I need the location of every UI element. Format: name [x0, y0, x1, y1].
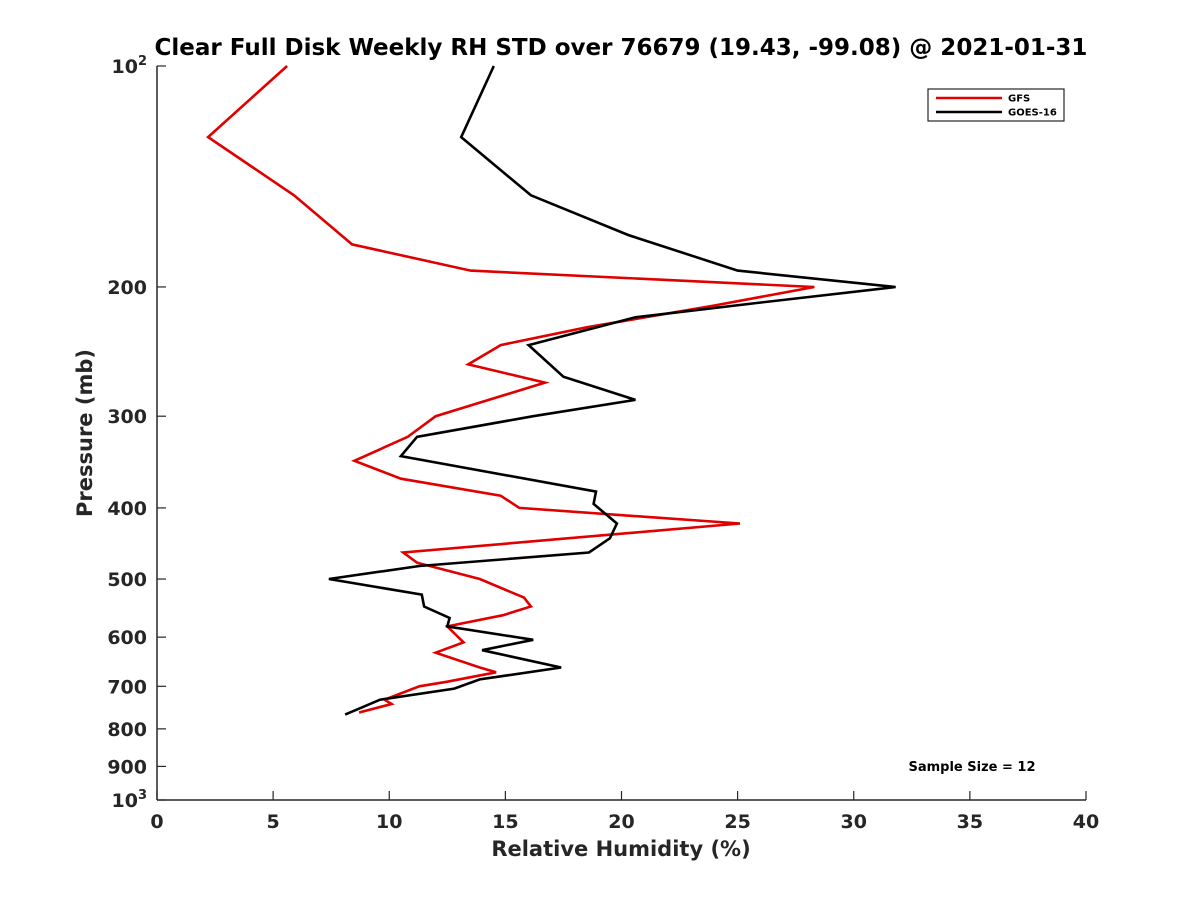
y-tick-label: 500 — [107, 569, 147, 591]
y-tick-label: 102 — [112, 54, 148, 78]
sample-size-annotation: Sample Size = 12 — [908, 760, 1035, 775]
x-tick-label: 30 — [841, 811, 867, 833]
y-axis-label: Pressure (mb) — [73, 349, 97, 517]
x-tick-label: 35 — [957, 811, 983, 833]
x-tick-label: 5 — [267, 811, 280, 833]
legend-box — [927, 88, 1065, 122]
y-tick-label: 103 — [112, 788, 148, 812]
y-tick-label: 400 — [107, 498, 147, 520]
x-tick-label: 15 — [492, 811, 518, 833]
chart-title: Clear Full Disk Weekly RH STD over 76679… — [155, 35, 1088, 61]
series-line-gfs — [205, 65, 815, 714]
y-tick-label: 800 — [107, 719, 147, 741]
y-tick-label: 300 — [107, 406, 147, 428]
x-tick-label: 40 — [1073, 811, 1099, 833]
y-tick-label: 700 — [107, 676, 147, 698]
x-tick-label: 0 — [150, 811, 163, 833]
y-tick-label: 600 — [107, 627, 147, 649]
legend-label: GOES-16 — [1008, 108, 1057, 119]
y-tick-label: 900 — [107, 756, 147, 778]
legend-label: GFS — [1008, 94, 1030, 105]
x-tick-label: 10 — [376, 811, 402, 833]
axes — [156, 66, 1086, 801]
y-axis-ticks: 102 200 300 400 500 600 700 800 900 103 — [107, 54, 166, 812]
series-layer — [205, 65, 896, 716]
y-tick-label: 200 — [107, 277, 147, 299]
x-axis-ticks: 0 5 10 15 20 25 30 35 40 — [150, 791, 1099, 833]
x-tick-label: 25 — [724, 811, 750, 833]
series-line-goes-16 — [328, 65, 896, 716]
x-axis-label: Relative Humidity (%) — [491, 837, 750, 861]
x-tick-label: 20 — [608, 811, 634, 833]
legend: GFS GOES-16 — [927, 88, 1065, 122]
